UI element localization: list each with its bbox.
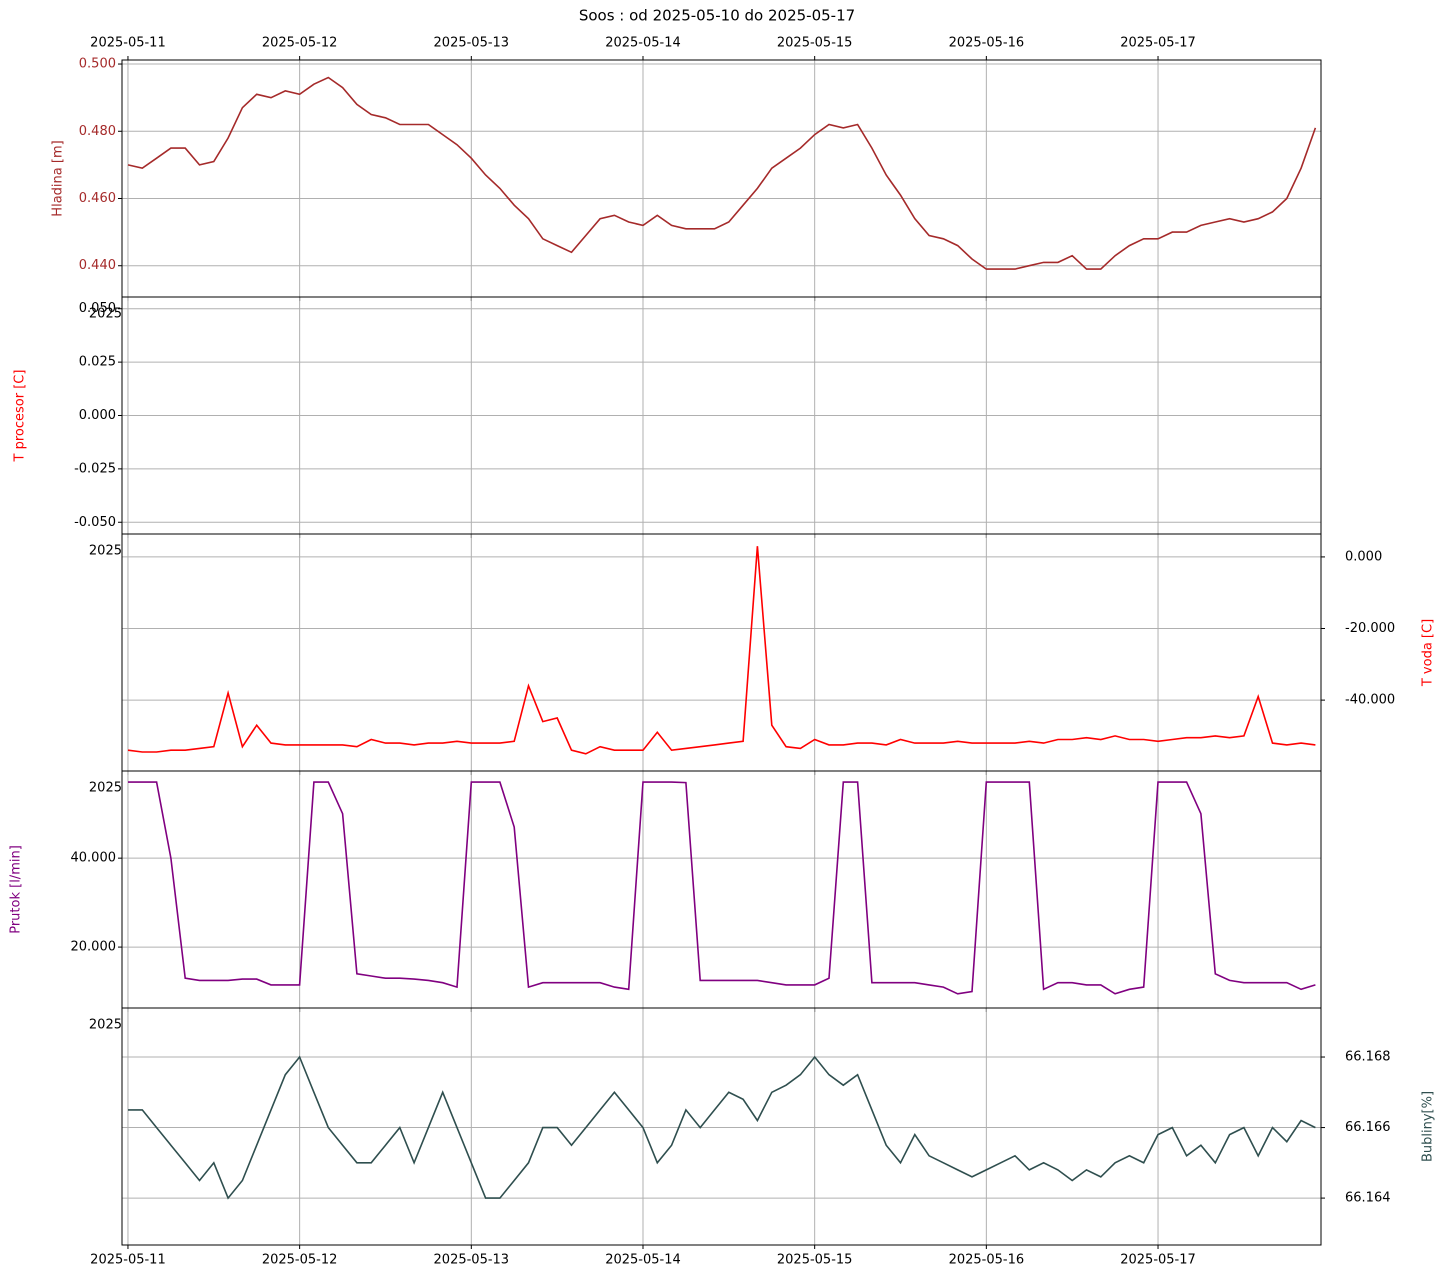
y-tick-label: -40.000 — [1345, 693, 1395, 708]
x-tick-label: 2025-05-14 — [605, 1253, 681, 1268]
data-line — [127, 546, 1316, 755]
x-tick-label: 2025-05-12 — [262, 36, 338, 51]
y-tick-label: -20.000 — [1345, 621, 1395, 636]
series-group — [127, 546, 1316, 755]
x-tick-label: 2025-05-13 — [434, 36, 510, 51]
y-tick-label: 0.000 — [79, 408, 116, 423]
offset-label: 2025 — [89, 1018, 122, 1033]
y-tick-label: 66.164 — [1345, 1191, 1391, 1206]
panel-frame — [121, 533, 1322, 772]
y-tick-label: 0.440 — [79, 258, 116, 273]
x-tick-label: 2025-05-15 — [777, 36, 853, 51]
x-tick-label: 2025-05-12 — [262, 1253, 338, 1268]
y-tick-label: 0.000 — [1345, 549, 1382, 564]
offset-label: 2025 — [89, 544, 122, 559]
x-tick-label: 2025-05-17 — [1120, 1253, 1196, 1268]
y-tick-label: 0.050 — [79, 301, 116, 316]
y-tick-label: 66.166 — [1345, 1120, 1391, 1135]
y-tick-label: 20.000 — [71, 940, 117, 955]
y-tick-label: 0.025 — [79, 355, 116, 370]
y-tick-label: 0.460 — [79, 191, 116, 206]
series-group — [128, 781, 1316, 995]
x-tick-label: 2025-05-16 — [949, 36, 1025, 51]
y-tick-label: -0.050 — [74, 515, 116, 530]
x-tick-label: 2025-05-11 — [90, 36, 166, 51]
x-tick-label: 2025-05-15 — [777, 1253, 853, 1268]
y-tick-label: 0.480 — [79, 124, 116, 139]
panel-frame — [121, 770, 1322, 1009]
x-tick-label: 2025-05-11 — [90, 1253, 166, 1268]
x-tick-label: 2025-05-14 — [605, 36, 681, 51]
y-axis-label: Hladina [m] — [51, 140, 66, 216]
y-axis-label: Prutok [l/min] — [9, 845, 24, 934]
y-tick-label: -0.025 — [74, 461, 116, 476]
panel-frame — [121, 1007, 1322, 1246]
y-tick-label: 40.000 — [71, 851, 117, 866]
x-tick-label: 2025-05-17 — [1120, 36, 1196, 51]
y-axis-label: T procesor [C] — [13, 370, 28, 463]
x-tick-label: 2025-05-13 — [434, 1253, 510, 1268]
offset-label: 2025 — [89, 307, 122, 322]
x-tick-label: 2025-05-16 — [949, 1253, 1025, 1268]
offset-label: 2025 — [89, 781, 122, 796]
series-group — [127, 76, 1317, 270]
y-axis-label: Bubliny[%] — [1421, 1091, 1436, 1162]
panel-frame — [121, 59, 1322, 298]
y-tick-label: 66.168 — [1345, 1050, 1391, 1065]
data-line — [128, 781, 1316, 995]
series-group — [128, 1055, 1316, 1200]
data-line — [127, 76, 1317, 270]
data-line — [128, 1055, 1316, 1200]
y-tick-label: 0.500 — [79, 57, 116, 72]
chart-title: Soos : od 2025-05-10 do 2025-05-17 — [579, 7, 855, 25]
y-axis-label: T voda [C] — [1421, 619, 1436, 687]
